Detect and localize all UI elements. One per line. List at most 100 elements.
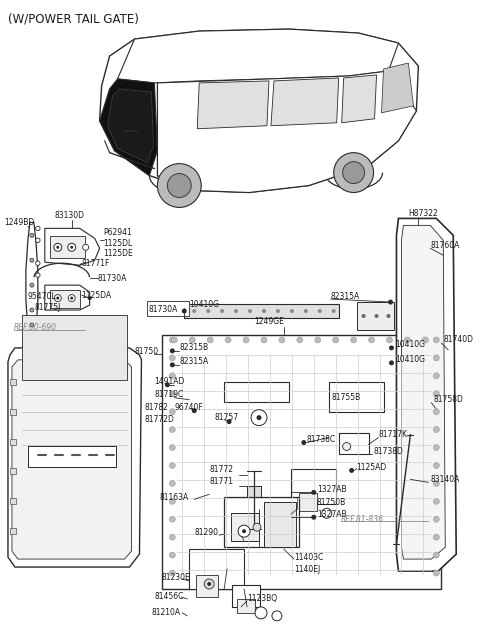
Circle shape <box>261 337 267 343</box>
Circle shape <box>227 419 232 424</box>
Bar <box>237 599 255 613</box>
Text: 81738D: 81738D <box>373 447 403 456</box>
Text: 81757: 81757 <box>214 413 238 422</box>
Circle shape <box>206 309 210 313</box>
Text: 81290: 81290 <box>194 528 218 537</box>
Circle shape <box>243 337 249 343</box>
Circle shape <box>30 258 34 262</box>
Text: 81730A: 81730A <box>148 304 178 313</box>
Text: 81758D: 81758D <box>433 395 463 404</box>
Circle shape <box>169 570 175 576</box>
Bar <box>299 493 317 511</box>
Circle shape <box>433 444 439 451</box>
Circle shape <box>169 480 175 487</box>
Circle shape <box>70 246 73 249</box>
Text: 1491AD: 1491AD <box>155 377 185 386</box>
Circle shape <box>361 314 366 318</box>
Circle shape <box>433 391 439 397</box>
Circle shape <box>207 337 213 343</box>
Circle shape <box>83 245 89 250</box>
Text: 81456C: 81456C <box>155 593 184 602</box>
Circle shape <box>301 440 306 445</box>
Circle shape <box>369 337 374 343</box>
Text: 10410G: 10410G <box>189 300 219 309</box>
Bar <box>291 469 336 504</box>
Text: 82315B: 82315B <box>180 343 208 352</box>
Bar <box>28 446 116 467</box>
Circle shape <box>165 382 170 387</box>
Text: 1249GE: 1249GE <box>254 318 284 327</box>
Text: 82315A: 82315A <box>180 358 208 367</box>
Circle shape <box>433 426 439 433</box>
Bar <box>147 301 189 316</box>
Bar <box>247 487 261 504</box>
Circle shape <box>171 337 177 343</box>
Circle shape <box>30 308 34 312</box>
Text: 81738C: 81738C <box>307 435 336 444</box>
Circle shape <box>276 309 280 313</box>
Polygon shape <box>197 81 269 129</box>
Circle shape <box>433 552 439 558</box>
Circle shape <box>422 337 428 343</box>
Circle shape <box>433 355 439 361</box>
Circle shape <box>334 153 373 193</box>
Circle shape <box>169 462 175 469</box>
Circle shape <box>68 243 76 251</box>
Circle shape <box>169 552 175 558</box>
Circle shape <box>170 362 175 367</box>
Circle shape <box>279 337 285 343</box>
Text: 1123BQ: 1123BQ <box>247 594 277 603</box>
Circle shape <box>248 309 252 313</box>
Polygon shape <box>396 218 456 571</box>
Text: REF.60-690: REF.60-690 <box>14 324 57 333</box>
Circle shape <box>70 297 73 300</box>
Text: REF.81-836: REF.81-836 <box>341 515 384 524</box>
Bar <box>10 379 16 385</box>
Polygon shape <box>8 348 142 567</box>
Circle shape <box>312 490 316 495</box>
Circle shape <box>386 314 391 318</box>
Circle shape <box>168 173 191 198</box>
Circle shape <box>343 162 365 184</box>
Circle shape <box>433 409 439 415</box>
Bar <box>224 498 299 547</box>
Text: 81772: 81772 <box>209 465 233 474</box>
Text: 1125DE: 1125DE <box>104 248 133 257</box>
Circle shape <box>36 261 40 265</box>
Bar <box>50 236 84 258</box>
Text: 83140A: 83140A <box>431 475 460 484</box>
Bar <box>224 382 289 402</box>
Bar <box>232 585 260 607</box>
Circle shape <box>433 516 439 522</box>
Circle shape <box>433 373 439 379</box>
Circle shape <box>256 415 262 420</box>
Polygon shape <box>401 225 445 559</box>
Circle shape <box>169 337 175 343</box>
Text: (W/POWER TAIL GATE): (W/POWER TAIL GATE) <box>8 13 139 26</box>
Polygon shape <box>26 222 38 340</box>
Text: 10410G: 10410G <box>396 340 425 349</box>
Text: 10410G: 10410G <box>396 356 425 365</box>
Bar <box>50 290 80 308</box>
Bar <box>329 382 384 412</box>
Circle shape <box>56 297 59 300</box>
Text: 96740F: 96740F <box>174 403 203 412</box>
Circle shape <box>169 391 175 397</box>
Polygon shape <box>100 79 157 175</box>
Bar <box>162 335 441 589</box>
Text: 81755B: 81755B <box>332 393 361 402</box>
Polygon shape <box>342 75 376 123</box>
Circle shape <box>169 498 175 504</box>
Circle shape <box>88 296 92 300</box>
Circle shape <box>169 426 175 433</box>
Circle shape <box>54 295 61 302</box>
Circle shape <box>255 607 267 619</box>
Text: H87322: H87322 <box>408 209 438 218</box>
Text: 81750: 81750 <box>134 347 158 356</box>
Circle shape <box>272 611 282 621</box>
Circle shape <box>405 337 410 343</box>
Bar <box>22 315 127 380</box>
Bar <box>184 304 339 318</box>
Polygon shape <box>157 71 416 193</box>
Text: 82315A: 82315A <box>331 291 360 300</box>
